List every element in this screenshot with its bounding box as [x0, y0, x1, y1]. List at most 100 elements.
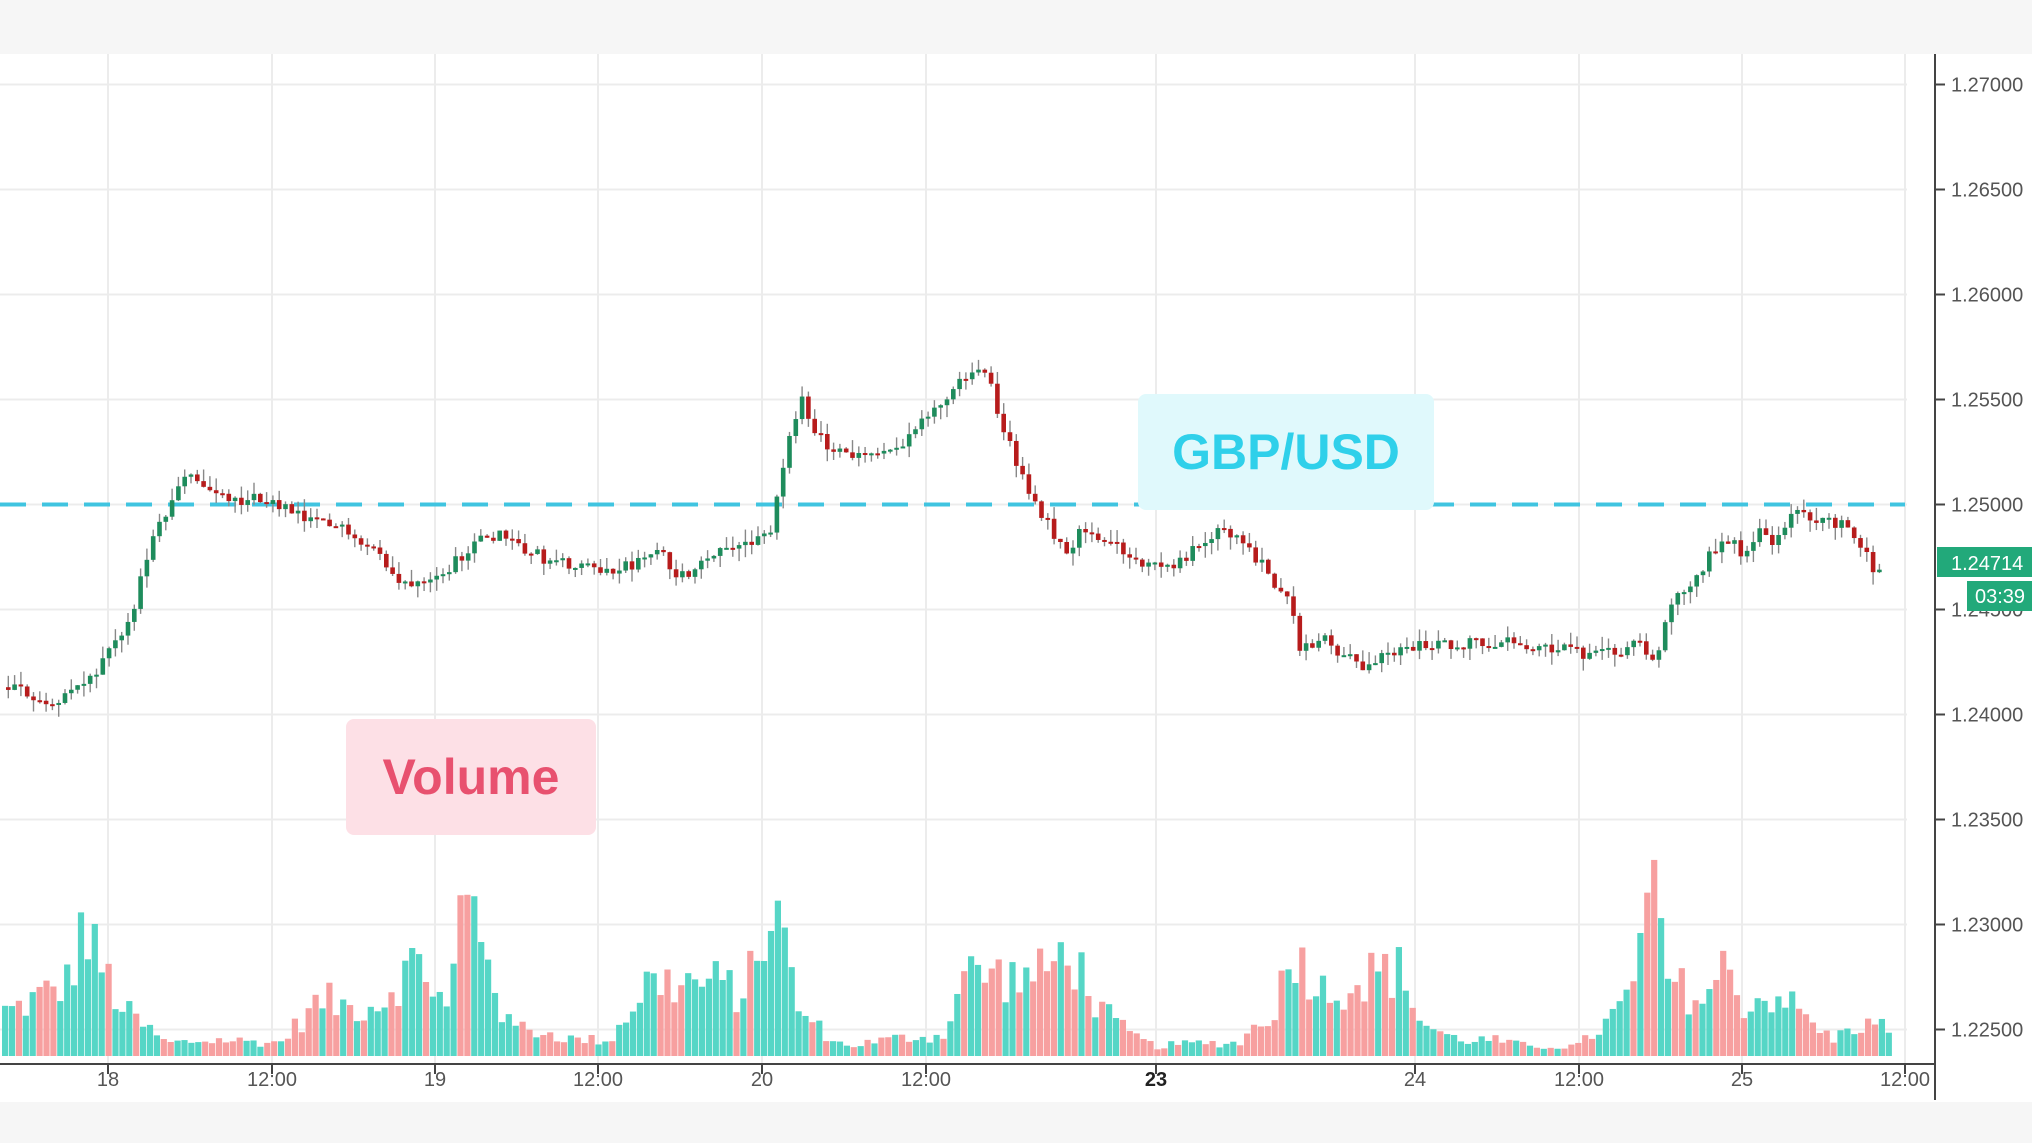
candle-body: [1524, 645, 1529, 650]
candle-body: [81, 683, 87, 686]
volume-bar: [657, 995, 664, 1056]
volume-bar: [1457, 1041, 1465, 1056]
volume-bar: [222, 1042, 229, 1056]
volume-bar: [1140, 1039, 1147, 1056]
candle-body: [749, 541, 754, 545]
volume-bar: [195, 1042, 202, 1056]
candle-body: [1480, 638, 1485, 647]
candle-body: [1045, 517, 1051, 520]
volume-bar: [50, 986, 57, 1056]
volume-bar: [533, 1037, 540, 1056]
volume-bar: [15, 1000, 22, 1056]
candle-body: [50, 704, 55, 707]
volume-bar: [1244, 1033, 1251, 1056]
volume-bar: [133, 1013, 140, 1056]
volume-bar: [229, 1041, 236, 1056]
volume-bar: [1747, 1011, 1754, 1056]
candle-body: [1392, 652, 1397, 656]
candle-body: [1593, 650, 1599, 653]
volume-bar: [540, 1035, 547, 1056]
candle-body: [1518, 643, 1523, 646]
volume-bar: [1299, 947, 1306, 1056]
volume-bar: [899, 1034, 906, 1056]
candle-body: [699, 560, 704, 570]
candle-body: [768, 532, 773, 535]
volume-bar: [1713, 979, 1720, 1056]
volume-bar: [1119, 1019, 1126, 1056]
volume-bar: [374, 1011, 381, 1056]
candle-body: [1549, 644, 1555, 653]
candle-body: [396, 573, 402, 583]
candle-body: [906, 434, 912, 447]
volume-bar: [1775, 996, 1782, 1056]
volume-bar: [1685, 1014, 1692, 1056]
volume-bar: [1223, 1043, 1230, 1056]
volume-bar: [1651, 859, 1658, 1056]
candle-body: [1341, 655, 1347, 658]
volume-bar: [1085, 996, 1092, 1056]
volume-bar: [1878, 1018, 1885, 1056]
volume-bar: [1837, 1030, 1844, 1056]
candle-body: [522, 543, 528, 554]
volume-bar: [850, 1047, 857, 1056]
candle-body: [1694, 575, 1699, 587]
volume-bar: [1761, 1000, 1768, 1056]
volume-bar: [609, 1041, 616, 1056]
volume-bar: [1071, 989, 1078, 1056]
volume-bar: [450, 963, 457, 1056]
candle-body: [138, 576, 143, 609]
volume-bar: [940, 1038, 947, 1056]
candle-body: [837, 448, 843, 452]
volume-bar: [1858, 1032, 1865, 1056]
volume-bar: [1520, 1041, 1527, 1056]
candle-body: [119, 635, 124, 641]
candle-body: [1877, 569, 1882, 573]
candle-body: [1757, 528, 1762, 543]
candle-body: [1429, 648, 1435, 651]
candle-body: [579, 563, 584, 568]
volume-bar: [1395, 947, 1402, 1056]
candle-body: [1858, 538, 1863, 548]
candle-body: [925, 416, 931, 419]
volume-bar: [1802, 1014, 1810, 1056]
candle-body: [1461, 647, 1466, 650]
volume-bar: [1168, 1041, 1175, 1056]
volume-bar: [905, 1041, 913, 1056]
volume-bar: [788, 967, 795, 1056]
volume-bar: [1285, 969, 1292, 1056]
volume-bar: [422, 981, 430, 1056]
volume-bar: [443, 1006, 450, 1056]
candle-body: [226, 493, 232, 502]
candle-body: [957, 378, 962, 390]
volume-bar: [160, 1039, 167, 1056]
volume-bar: [1595, 1034, 1603, 1056]
volume-bar: [547, 1032, 554, 1056]
candle-body: [31, 696, 36, 701]
volume-bar: [574, 1037, 581, 1056]
y-tick-label: 1.24000: [1951, 705, 2023, 727]
volume-bar: [1478, 1036, 1485, 1056]
candle-body: [276, 500, 282, 510]
candle-body: [220, 493, 225, 496]
candle-body: [69, 689, 74, 694]
volume-bar: [105, 963, 112, 1056]
volume-bar: [919, 1036, 926, 1056]
candle-body: [1845, 520, 1851, 528]
candle-body: [680, 571, 685, 578]
volume-bar: [1009, 962, 1016, 1056]
candle-body: [963, 378, 969, 381]
candle-body: [295, 510, 301, 514]
volume-bar: [409, 948, 416, 1056]
candle-body: [239, 497, 244, 505]
candle-body: [1669, 604, 1674, 623]
volume-bar: [326, 982, 333, 1056]
candle-body: [1656, 650, 1662, 660]
volume-bar: [1568, 1044, 1575, 1056]
candle-body: [195, 474, 200, 482]
candle-body: [453, 556, 458, 573]
price-chart[interactable]: 1.270001.265001.260001.255001.250001.245…: [0, 54, 2032, 1102]
candle-body: [264, 502, 269, 505]
candle-body: [510, 538, 515, 541]
candle-body: [1039, 501, 1044, 518]
volume-bar: [1375, 971, 1382, 1056]
